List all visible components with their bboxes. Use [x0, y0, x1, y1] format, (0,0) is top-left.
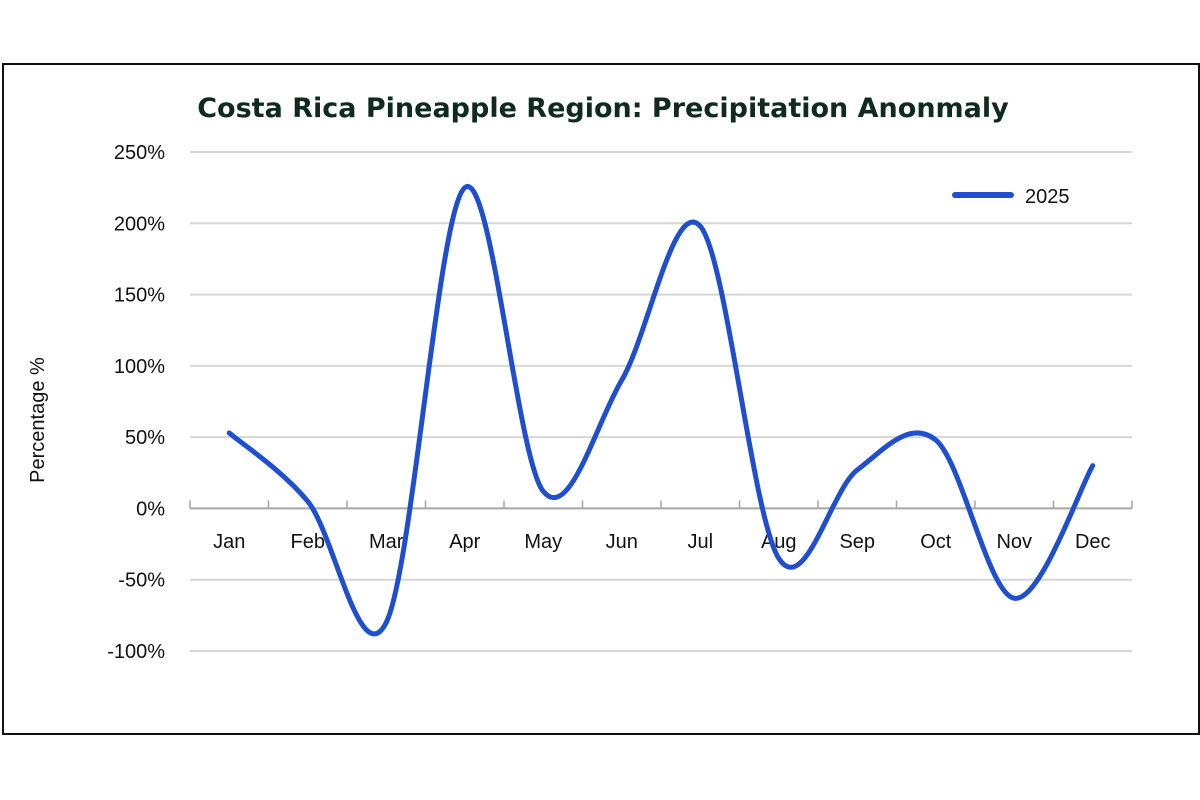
- x-tick-label: Feb: [291, 531, 325, 553]
- x-tick-label: May: [524, 531, 562, 553]
- x-tick-label: Nov: [996, 531, 1032, 553]
- x-tick-label: Jan: [213, 531, 245, 553]
- x-tick-label: Sep: [839, 531, 875, 553]
- x-tick-label: Dec: [1075, 531, 1111, 553]
- y-tick-label: 200%: [114, 213, 165, 235]
- x-tick-label: Mar: [369, 531, 404, 553]
- x-tick-label: Jun: [606, 531, 638, 553]
- chart-frame: [2, 63, 1200, 735]
- y-tick-label: 0%: [136, 498, 165, 520]
- y-tick-label: -50%: [118, 570, 165, 592]
- chart-title: Costa Rica Pineapple Region: Precipitati…: [197, 93, 1009, 124]
- x-tick-label: Jul: [687, 531, 713, 553]
- y-tick-label: 250%: [114, 142, 165, 164]
- y-tick-label: 100%: [114, 356, 165, 378]
- x-tick-label: Apr: [449, 531, 480, 553]
- y-tick-label: 50%: [125, 427, 165, 449]
- series-line-2025: [226, 184, 1096, 637]
- x-tick-label: Oct: [920, 531, 952, 553]
- legend-label: 2025: [1025, 186, 1070, 208]
- x-tick-label: Aug: [761, 531, 797, 553]
- y-axis-label: Percentage %: [27, 357, 49, 483]
- y-tick-label: 150%: [114, 285, 165, 307]
- y-tick-label: -100%: [107, 641, 165, 663]
